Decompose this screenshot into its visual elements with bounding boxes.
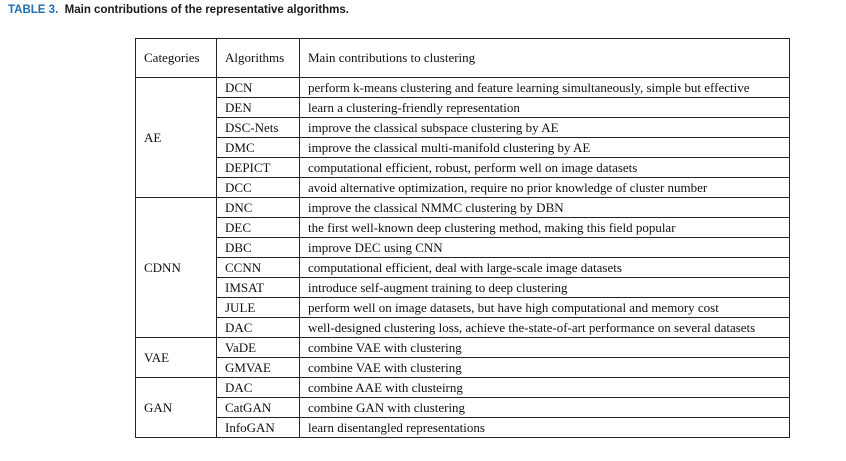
- contribution-cell: the first well-known deep clustering met…: [299, 217, 790, 238]
- table-row: DCC avoid alternative optimization, requi…: [136, 177, 790, 198]
- contribution-cell: perform well on image datasets, but have…: [299, 297, 790, 318]
- algorithm-cell: GMVAE: [216, 357, 300, 378]
- algorithm-cell: JULE: [216, 297, 300, 318]
- table-row: CatGAN combine GAN with clustering: [136, 397, 790, 418]
- contribution-cell: combine VAE with clustering: [299, 357, 790, 378]
- table-caption-text: Main contributions of the representative…: [64, 4, 350, 16]
- contribution-cell: improve the classical multi-manifold clu…: [299, 137, 790, 158]
- table-header: Categories Algorithms Main contributions…: [135, 38, 790, 78]
- algorithm-cell: DBC: [216, 237, 300, 258]
- algorithm-cell: DEC: [216, 217, 300, 238]
- category-cell: VAE: [135, 337, 217, 378]
- algorithm-cell: DAC: [216, 317, 300, 338]
- table-row: JULE perform well on image datasets, but …: [136, 297, 790, 318]
- header-categories: Categories: [135, 38, 217, 78]
- contribution-cell: improve the classical subspace clusterin…: [299, 117, 790, 138]
- table-row: DSC-Nets improve the classical subspace c…: [136, 117, 790, 138]
- table-row: DEPICT computational efficient, robust, p…: [136, 157, 790, 178]
- contribution-cell: improve DEC using CNN: [299, 237, 790, 258]
- table-row: VAE VaDE combine VAE with clustering: [135, 337, 790, 378]
- contribution-cell: well-designed clustering loss, achieve t…: [299, 317, 790, 338]
- table-row: DAC well-designed clustering loss, achiev…: [136, 317, 790, 338]
- header-algorithms: Algorithms: [216, 38, 300, 78]
- table-row: GAN DAC combine AAE with clusteirng: [135, 377, 790, 438]
- table-row: AE DCN perform k-means clustering and feat…: [135, 77, 790, 198]
- contribution-cell: learn a clustering-friendly representati…: [299, 97, 790, 118]
- algorithm-cell: DEPICT: [216, 157, 300, 178]
- category-cell: GAN: [135, 377, 217, 438]
- algorithm-cell: DEN: [216, 97, 300, 118]
- contributions-table: Categories Algorithms Main contributions…: [135, 38, 790, 438]
- header-contributions: Main contributions to clustering: [299, 38, 790, 78]
- table-row: CCNN computational efficient, deal with l…: [136, 257, 790, 278]
- contribution-cell: combine GAN with clustering: [299, 397, 790, 418]
- table-body: AE DCN perform k-means clustering and feat…: [135, 77, 790, 438]
- algorithm-cell: DAC: [216, 377, 300, 398]
- algorithm-cell: DCC: [216, 177, 300, 198]
- contribution-cell: introduce self-augment training to deep …: [299, 277, 790, 298]
- contribution-cell: improve the classical NMMC clustering by…: [299, 197, 790, 218]
- table-row: InfoGAN learn disentangled representation…: [136, 417, 790, 438]
- table-caption: TABLE 3. Main contributions of the repre…: [8, 4, 349, 16]
- table-row: DEC the first well-known deep clustering …: [136, 217, 790, 238]
- algorithm-cell: CatGAN: [216, 397, 300, 418]
- contribution-cell: avoid alternative optimization, require …: [299, 177, 790, 198]
- contribution-cell: computational efficient, robust, perform…: [299, 157, 790, 178]
- table-row: DBC improve DEC using CNN: [136, 237, 790, 258]
- algorithm-cell: DSC-Nets: [216, 117, 300, 138]
- algorithm-cell: DCN: [216, 77, 300, 98]
- contribution-cell: combine VAE with clustering: [299, 337, 790, 358]
- contribution-cell: computational efficient, deal with large…: [299, 257, 790, 278]
- table-row: CDNN DNC improve the classical NMMC cluste…: [135, 197, 790, 338]
- table-row: IMSAT introduce self-augment training to …: [136, 277, 790, 298]
- table-row: DEN learn a clustering-friendly represent…: [136, 97, 790, 118]
- table-caption-label: TABLE 3.: [8, 4, 59, 16]
- category-cell: AE: [135, 77, 217, 198]
- header-row: Categories Algorithms Main contributions…: [135, 38, 790, 78]
- algorithm-cell: VaDE: [216, 337, 300, 358]
- algorithm-cell: IMSAT: [216, 277, 300, 298]
- table-row: GMVAE combine VAE with clustering: [136, 357, 790, 378]
- algorithm-cell: DNC: [216, 197, 300, 218]
- algorithm-cell: DMC: [216, 137, 300, 158]
- contribution-cell: learn disentangled representations: [299, 417, 790, 438]
- algorithm-cell: InfoGAN: [216, 417, 300, 438]
- category-cell: CDNN: [135, 197, 217, 338]
- table-row: DMC improve the classical multi-manifold …: [136, 137, 790, 158]
- algorithm-cell: CCNN: [216, 257, 300, 278]
- contribution-cell: perform k-means clustering and feature l…: [299, 77, 790, 98]
- contribution-cell: combine AAE with clusteirng: [299, 377, 790, 398]
